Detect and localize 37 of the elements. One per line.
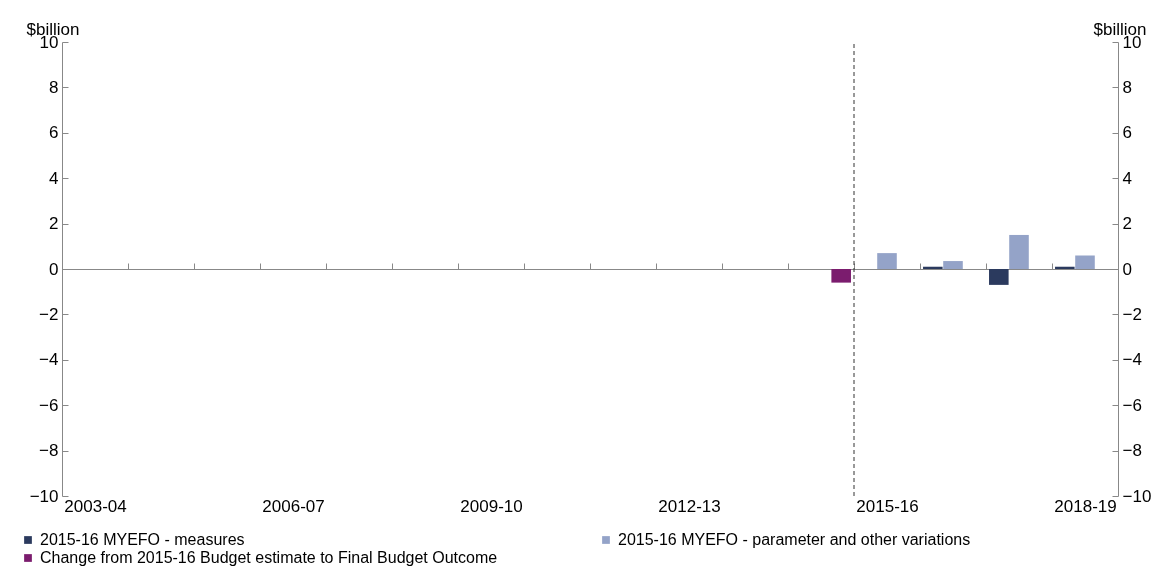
bar: [1075, 255, 1095, 269]
x-tick-label: 2012-13: [658, 496, 721, 516]
y-tick-label: 8: [49, 77, 59, 97]
bar: [831, 269, 851, 283]
y-tick-label: 6: [49, 123, 59, 143]
y2-tick-label: 6: [1122, 123, 1132, 143]
bar: [989, 269, 1009, 285]
x-tick-label: 2009-10: [460, 496, 523, 516]
y-tick-label: 0: [49, 259, 59, 279]
y-tick-label: −10: [29, 486, 59, 506]
bar: [1055, 266, 1075, 269]
x-tick-label: 2015-16: [856, 496, 919, 516]
x-tick-label: 2006-07: [262, 496, 325, 516]
bar: [877, 253, 897, 269]
y2-tick-label: 8: [1122, 77, 1132, 97]
y2-tick-label: −6: [1122, 395, 1142, 415]
y2-tick-label: 0: [1122, 259, 1132, 279]
x-tick-label: 2018-19: [1054, 496, 1117, 516]
y2-tick-label: 2: [1122, 214, 1132, 234]
x-tick-label: 2003-04: [64, 496, 127, 516]
legend-label: 2015-16 MYEFO - parameter and other variations: [618, 531, 971, 548]
y-tick-label: −6: [39, 395, 59, 415]
y2-tick-label: −10: [1122, 486, 1152, 506]
y-tick-label: −4: [39, 350, 59, 370]
bar: [943, 261, 963, 269]
y2-tick-label: −8: [1122, 441, 1142, 461]
legend-label: Change from 2015-16 Budget estimate to Final Budget Outcome: [40, 549, 498, 566]
y2-tick-label: −4: [1122, 350, 1142, 370]
y-tick-label: −8: [39, 441, 59, 461]
y2-tick-label: 4: [1122, 168, 1132, 188]
y-tick-label: −2: [39, 304, 59, 324]
bar: [923, 266, 943, 269]
y2-tick-label: −2: [1122, 304, 1142, 324]
bar: [1009, 234, 1029, 269]
legend-label: 2015-16 MYEFO - measures: [40, 531, 245, 548]
y-tick-label: 4: [49, 168, 59, 188]
y-tick-label: 2: [49, 214, 59, 234]
